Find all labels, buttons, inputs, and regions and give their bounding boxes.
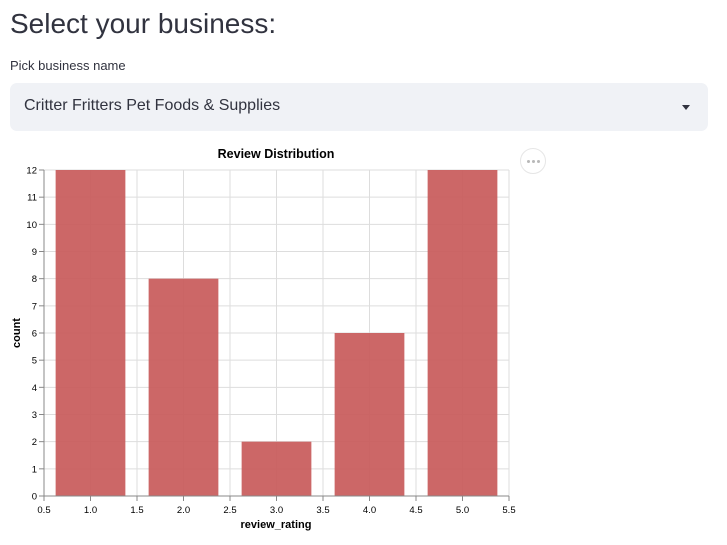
chart-svg: 0.5 1.0 1.5 2.0 2.5 3.0 3.5 4.0 4.5 5.0 5.50123456… — [11, 147, 516, 531]
x-tick-label: 1.0 — [84, 505, 97, 516]
x-tick-label: 0.5 — [37, 505, 50, 516]
select-label: Pick business name — [10, 58, 126, 73]
y-axis-label: count — [11, 318, 23, 348]
y-tick-label: 5 — [32, 356, 37, 367]
bar-rating-4[interactable] — [334, 333, 405, 496]
chart-bars — [55, 170, 498, 496]
review-distribution-chart: 0.5 1.0 1.5 2.0 2.5 3.0 3.5 4.0 4.5 5.0 5.5 0 1 2 3 4 5 6… — [0, 138, 560, 538]
chart-menu-button[interactable] — [520, 148, 546, 174]
y-tick-label: 12 — [26, 166, 37, 177]
more-dot-icon — [526, 159, 530, 163]
y-tick-label: 10 — [26, 220, 37, 231]
bar-rating-2[interactable] — [148, 278, 219, 496]
y-tick-label: 4 — [32, 383, 37, 394]
x-tick-label: 2.5 — [223, 505, 236, 516]
x-tick-label: 4.0 — [363, 505, 376, 516]
y-tick-label: 7 — [32, 301, 37, 312]
x-tick-label: 5.0 — [456, 505, 469, 516]
bar-rating-1[interactable] — [55, 170, 126, 496]
y-tick-label: 0 — [32, 492, 37, 503]
x-tick-label: 1.5 — [130, 505, 143, 516]
business-select[interactable]: Critter Fritters Pet Foods & Supplies — [10, 83, 708, 131]
more-dot-icon — [531, 159, 535, 163]
page-title: Select your business: — [10, 8, 277, 39]
chevron-down-icon[interactable] — [682, 105, 690, 110]
y-tick-label: 2 — [32, 437, 37, 448]
y-tick-label: 6 — [32, 329, 37, 340]
y-tick-label: 1 — [32, 464, 37, 475]
x-axis-label: review_rating — [241, 519, 312, 531]
bar-rating-5[interactable] — [427, 170, 498, 496]
x-tick-label: 3.0 — [270, 505, 283, 516]
chart-axes: 0.5 1.0 1.5 2.0 2.5 3.0 3.5 4.0 4.5 5.0 5.50123456… — [26, 166, 515, 517]
bar-rating-3[interactable] — [241, 441, 312, 496]
y-tick-label: 8 — [32, 274, 37, 285]
y-tick-label: 3 — [32, 410, 37, 421]
y-tick-label: 9 — [32, 247, 37, 258]
y-tick-label: 11 — [27, 193, 37, 204]
x-tick-label: 2.0 — [177, 505, 190, 516]
more-dot-icon — [536, 159, 540, 163]
x-tick-label: 5.5 — [502, 505, 515, 516]
x-tick-label: 3.5 — [316, 505, 329, 516]
x-tick-label: 4.5 — [409, 505, 422, 516]
chart-title: Review Distribution — [218, 147, 335, 161]
business-select-value: Critter Fritters Pet Foods & Supplies — [24, 97, 281, 114]
